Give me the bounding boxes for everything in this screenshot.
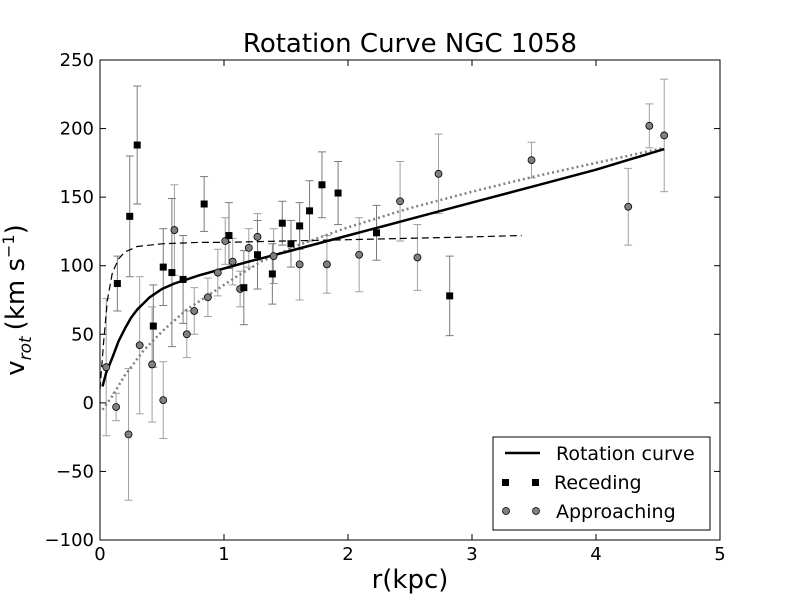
receding-point bbox=[240, 284, 248, 292]
approaching-point bbox=[527, 156, 536, 165]
approaching-point bbox=[203, 293, 212, 302]
y-tick-label: 50 bbox=[71, 324, 94, 345]
legend-circle-symbol-1 bbox=[502, 507, 510, 515]
receding-point bbox=[287, 240, 295, 248]
y-axis-label: vrot (km s−1) bbox=[0, 224, 36, 376]
approaching-point bbox=[323, 260, 331, 269]
approaching-point bbox=[295, 260, 304, 269]
legend-label-approaching: Approaching bbox=[556, 501, 676, 523]
receding-point bbox=[278, 219, 286, 227]
y-tick-label: 150 bbox=[60, 187, 94, 208]
approaching-point bbox=[413, 253, 422, 262]
y-tick-label: −50 bbox=[56, 461, 94, 482]
plot-frame bbox=[99, 59, 721, 541]
receding-point bbox=[113, 280, 121, 288]
x-tick-label: 4 bbox=[590, 544, 601, 565]
approaching-point bbox=[269, 252, 278, 261]
x-tick-label: 0 bbox=[94, 544, 105, 565]
approaching-point bbox=[102, 363, 111, 372]
legend: Rotation curve Receding Approaching bbox=[492, 436, 711, 531]
approaching-point bbox=[434, 169, 443, 178]
approaching-point bbox=[660, 131, 669, 140]
receding-point bbox=[225, 232, 233, 240]
approaching-point bbox=[624, 202, 633, 211]
receding-point bbox=[253, 251, 261, 259]
approaching-point bbox=[148, 360, 156, 369]
axis-ticks: 0 1 2 3 4 5 −100 −50 0 50 100 150 200 250 bbox=[45, 50, 726, 565]
x-axis-label: r(kpc) bbox=[372, 565, 449, 595]
legend-label-receding: Receding bbox=[554, 472, 642, 494]
y-axis-label-main: v bbox=[1, 360, 31, 375]
y-tick-label: 250 bbox=[60, 50, 94, 71]
receding-point bbox=[179, 275, 187, 283]
approaching-model-curve bbox=[101, 146, 665, 411]
x-tick-label: 2 bbox=[342, 544, 353, 565]
approaching-point bbox=[253, 233, 262, 241]
receding-point bbox=[133, 141, 141, 149]
receding-point bbox=[318, 181, 326, 189]
approaching-point bbox=[221, 237, 230, 245]
receding-point bbox=[373, 229, 381, 237]
approaching-point bbox=[112, 403, 121, 411]
receding-point bbox=[159, 263, 167, 271]
approaching-point bbox=[645, 121, 654, 130]
approaching-point bbox=[355, 250, 364, 259]
y-axis-label-unit-open: (km s bbox=[1, 258, 31, 330]
legend-square-symbol-1 bbox=[502, 479, 509, 486]
legend-label-rotation-curve: Rotation curve bbox=[556, 443, 695, 465]
receding-point bbox=[446, 292, 454, 300]
y-axis-label-unit-close: ) bbox=[1, 224, 31, 234]
x-tick-label: 5 bbox=[714, 544, 725, 565]
plot-area bbox=[99, 78, 669, 501]
rotation-curve-line bbox=[101, 147, 665, 387]
approaching-point bbox=[124, 430, 133, 439]
y-tick-label: −100 bbox=[45, 530, 94, 551]
approaching-point bbox=[396, 197, 404, 206]
x-tick-label: 1 bbox=[218, 544, 229, 565]
approaching-point bbox=[244, 243, 253, 252]
receding-point bbox=[334, 189, 342, 197]
approaching-point bbox=[190, 307, 199, 315]
receding-point bbox=[149, 322, 157, 330]
y-axis-label-unit-exponent: −1 bbox=[0, 234, 18, 258]
y-tick-label: 100 bbox=[60, 256, 94, 277]
receding-point bbox=[268, 270, 276, 278]
y-axis-label-subscript: rot bbox=[16, 335, 36, 360]
receding-point bbox=[126, 212, 134, 220]
x-tick-label: 3 bbox=[466, 544, 477, 565]
approaching-point bbox=[170, 226, 179, 234]
receding-point bbox=[168, 269, 176, 277]
receding-point bbox=[200, 200, 208, 208]
approaching-point bbox=[135, 341, 144, 350]
y-tick-label: 0 bbox=[83, 393, 94, 414]
receding-model-curve bbox=[99, 234, 522, 390]
approaching-point bbox=[213, 268, 222, 277]
approaching-point bbox=[228, 257, 237, 266]
legend-circle-symbol-2 bbox=[532, 507, 540, 515]
chart-title: Rotation Curve NGC 1058 bbox=[243, 29, 577, 59]
receding-point bbox=[296, 222, 304, 230]
approaching-point bbox=[159, 396, 168, 405]
receding-point bbox=[306, 207, 314, 215]
y-tick-label: 200 bbox=[60, 119, 94, 140]
approaching-point bbox=[182, 330, 191, 339]
legend-square-symbol-2 bbox=[532, 479, 539, 486]
